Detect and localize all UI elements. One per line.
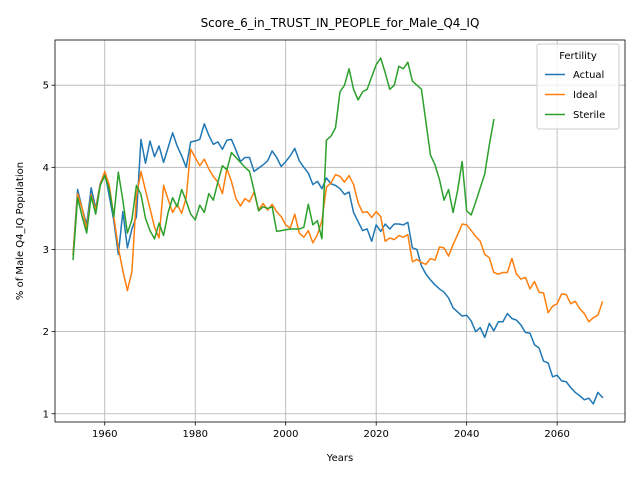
x-tick-label: 1960	[92, 429, 117, 440]
series-lines	[72, 57, 604, 405]
y-tick-label: 1	[43, 409, 49, 420]
series-line-sterile	[72, 57, 495, 261]
y-tick-label: 5	[43, 81, 49, 92]
series-line-ideal	[72, 148, 604, 323]
y-tick-label: 2	[43, 327, 49, 338]
y-tick-label: 4	[43, 163, 49, 174]
legend-box	[536, 43, 620, 130]
x-axis-label: Years	[326, 453, 353, 464]
y-axis-label: % of Male Q4_IQ Population	[15, 162, 26, 300]
plot-frame	[54, 39, 626, 423]
legend-label-sterile: Sterile	[573, 110, 605, 121]
x-tick-label: 2020	[363, 429, 388, 440]
x-tick-label: 2040	[454, 429, 479, 440]
series-line-actual	[72, 123, 604, 405]
x-tick-label: 2000	[273, 429, 298, 440]
x-tick-label: 2060	[544, 429, 569, 440]
legend-title: Fertility	[559, 51, 597, 62]
x-tick-label: 1980	[183, 429, 208, 440]
chart-title: Score_6_in_TRUST_IN_PEOPLE_for_Male_Q4_I…	[201, 16, 480, 30]
axis-ticks: 1960 1980 2000 2020 2040 2060 1 2 3 4 5	[43, 81, 570, 440]
legend-label-ideal: Ideal	[573, 90, 597, 101]
grid	[55, 40, 625, 422]
legend-label-actual: Actual	[573, 70, 604, 81]
y-tick-label: 3	[43, 245, 49, 256]
legend: Fertility Actual Ideal Sterile	[536, 43, 620, 130]
